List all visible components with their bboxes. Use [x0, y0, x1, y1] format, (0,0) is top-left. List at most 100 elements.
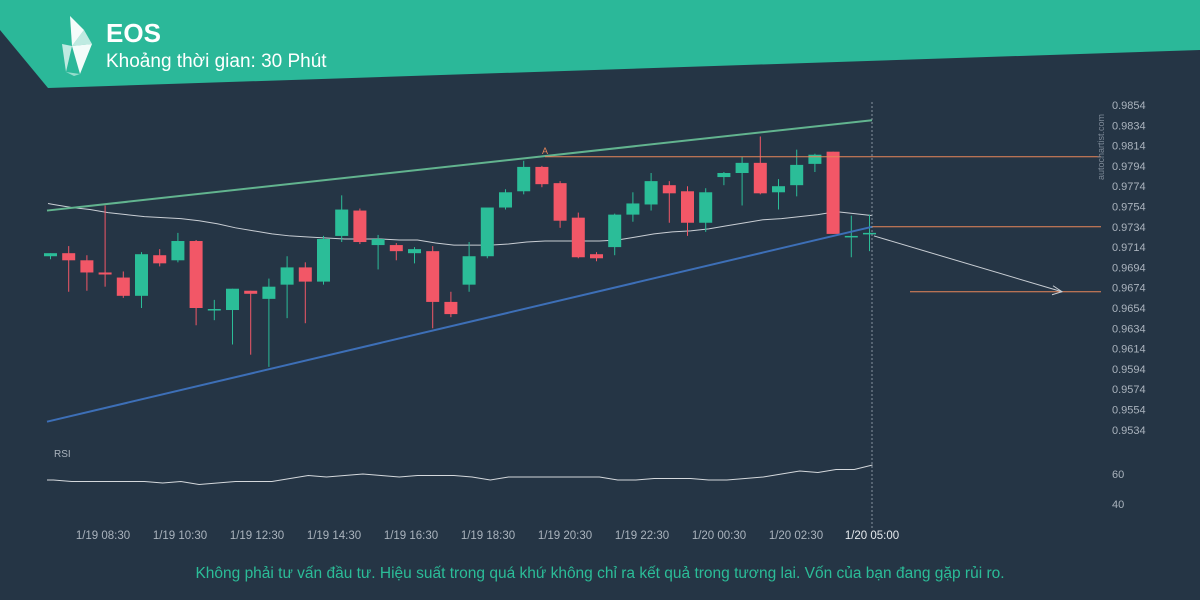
candle	[353, 208, 367, 245]
rsi-label: RSI	[54, 449, 71, 460]
candle	[826, 151, 840, 234]
candle	[844, 215, 858, 258]
x-tick-label: 1/20 02:30	[769, 530, 823, 542]
candle-body	[244, 290, 258, 294]
level-a-label: A	[542, 146, 548, 156]
candle-body	[462, 256, 476, 285]
candle	[590, 252, 603, 262]
candle-body	[517, 166, 531, 192]
candle	[699, 188, 713, 232]
candle-body	[280, 267, 294, 285]
y-tick-label: 0.9594	[1112, 364, 1146, 376]
candle	[644, 173, 658, 211]
banner-background	[0, 0, 1200, 88]
candle-body	[298, 267, 312, 282]
candle	[681, 186, 694, 236]
candle-body	[226, 288, 239, 311]
candle	[262, 278, 276, 367]
candle-body	[116, 277, 130, 296]
candle-body	[699, 192, 713, 223]
y-tick-label: 0.9714	[1112, 242, 1146, 254]
y-tick-label: 0.9694	[1112, 262, 1146, 274]
page-title: EOS	[106, 18, 161, 48]
candle	[62, 246, 76, 292]
candle	[244, 290, 258, 355]
candle-body	[772, 186, 785, 193]
x-tick-label: 1/19 20:30	[538, 530, 592, 542]
x-tick-label: 1/19 22:30	[615, 530, 669, 542]
candle-body	[717, 173, 731, 178]
candle	[553, 181, 567, 228]
candle-body	[644, 181, 658, 205]
candle-body	[353, 210, 367, 243]
candle-body	[735, 162, 749, 174]
candle-body	[426, 251, 440, 302]
candle-body	[753, 162, 767, 194]
candle-body	[98, 272, 112, 275]
y-tick-label: 0.9834	[1112, 120, 1146, 132]
candle-body	[590, 254, 603, 259]
projection-arrowhead	[1051, 285, 1064, 296]
candle-body	[80, 260, 94, 273]
candle-body	[389, 245, 403, 252]
y-tick-label: 0.9854	[1112, 100, 1146, 112]
candle-body	[335, 209, 349, 236]
candle	[189, 239, 203, 326]
candle	[207, 299, 221, 321]
candle-body	[535, 166, 549, 185]
y-tick-label: 0.9534	[1112, 425, 1146, 437]
candle	[735, 156, 749, 206]
x-tick-label: 1/19 12:30	[230, 530, 284, 542]
candle	[772, 179, 785, 210]
candle	[863, 214, 876, 252]
x-tick-label: 1/19 14:30	[307, 530, 361, 542]
moving-average-line	[47, 202, 873, 246]
candle	[608, 213, 622, 256]
x-tick-label: 1/19 10:30	[153, 530, 207, 542]
candle-body	[189, 241, 203, 308]
candle	[135, 252, 148, 308]
y-tick-label: 0.9574	[1112, 384, 1146, 396]
candle-body	[790, 164, 804, 186]
candle-body	[681, 191, 694, 223]
x-tick-label: 1/20 05:00	[845, 530, 899, 542]
candle-body	[571, 217, 585, 258]
candle	[44, 253, 57, 260]
candle	[571, 212, 585, 259]
candle	[480, 207, 494, 259]
x-tick-label: 1/19 08:30	[76, 530, 130, 542]
candle	[389, 243, 403, 261]
header-banner	[0, 0, 1200, 88]
candle	[444, 291, 458, 318]
candle-body	[608, 214, 622, 248]
candle-body	[44, 253, 57, 257]
rsi-tick-label: 40	[1112, 499, 1124, 511]
candle-body	[553, 183, 567, 221]
candle	[626, 192, 640, 222]
candle	[535, 165, 549, 188]
candle	[717, 171, 731, 186]
candle	[153, 249, 167, 267]
candle	[171, 232, 185, 263]
candle-body	[844, 235, 858, 238]
candle	[371, 234, 385, 270]
y-tick-label: 0.9734	[1112, 222, 1146, 234]
y-tick-label: 0.9774	[1112, 181, 1146, 193]
candle-body	[317, 238, 330, 282]
candle	[753, 136, 767, 195]
candle	[335, 195, 349, 243]
candle-body	[444, 301, 458, 315]
rsi-line	[47, 464, 873, 486]
timeframe-subtitle: Khoảng thời gian: 30 Phút	[106, 51, 327, 72]
y-tick-label: 0.9794	[1112, 161, 1146, 173]
candle-body	[626, 203, 640, 215]
candle-body	[153, 255, 167, 264]
y-tick-label: 0.9614	[1112, 344, 1146, 356]
candle-body	[262, 286, 276, 299]
x-tick-label: 1/19 18:30	[461, 530, 515, 542]
resistance-trendline	[46, 119, 873, 212]
disclaimer-text: Không phải tư vấn đầu tư. Hiệu suất tron…	[195, 565, 1005, 582]
rsi-tick-label: 60	[1112, 469, 1124, 481]
candle-body	[171, 241, 185, 261]
